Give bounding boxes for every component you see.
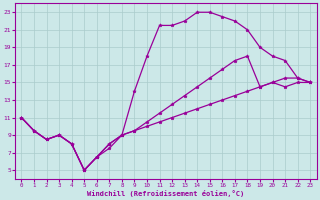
X-axis label: Windchill (Refroidissement éolien,°C): Windchill (Refroidissement éolien,°C) [87,190,244,197]
